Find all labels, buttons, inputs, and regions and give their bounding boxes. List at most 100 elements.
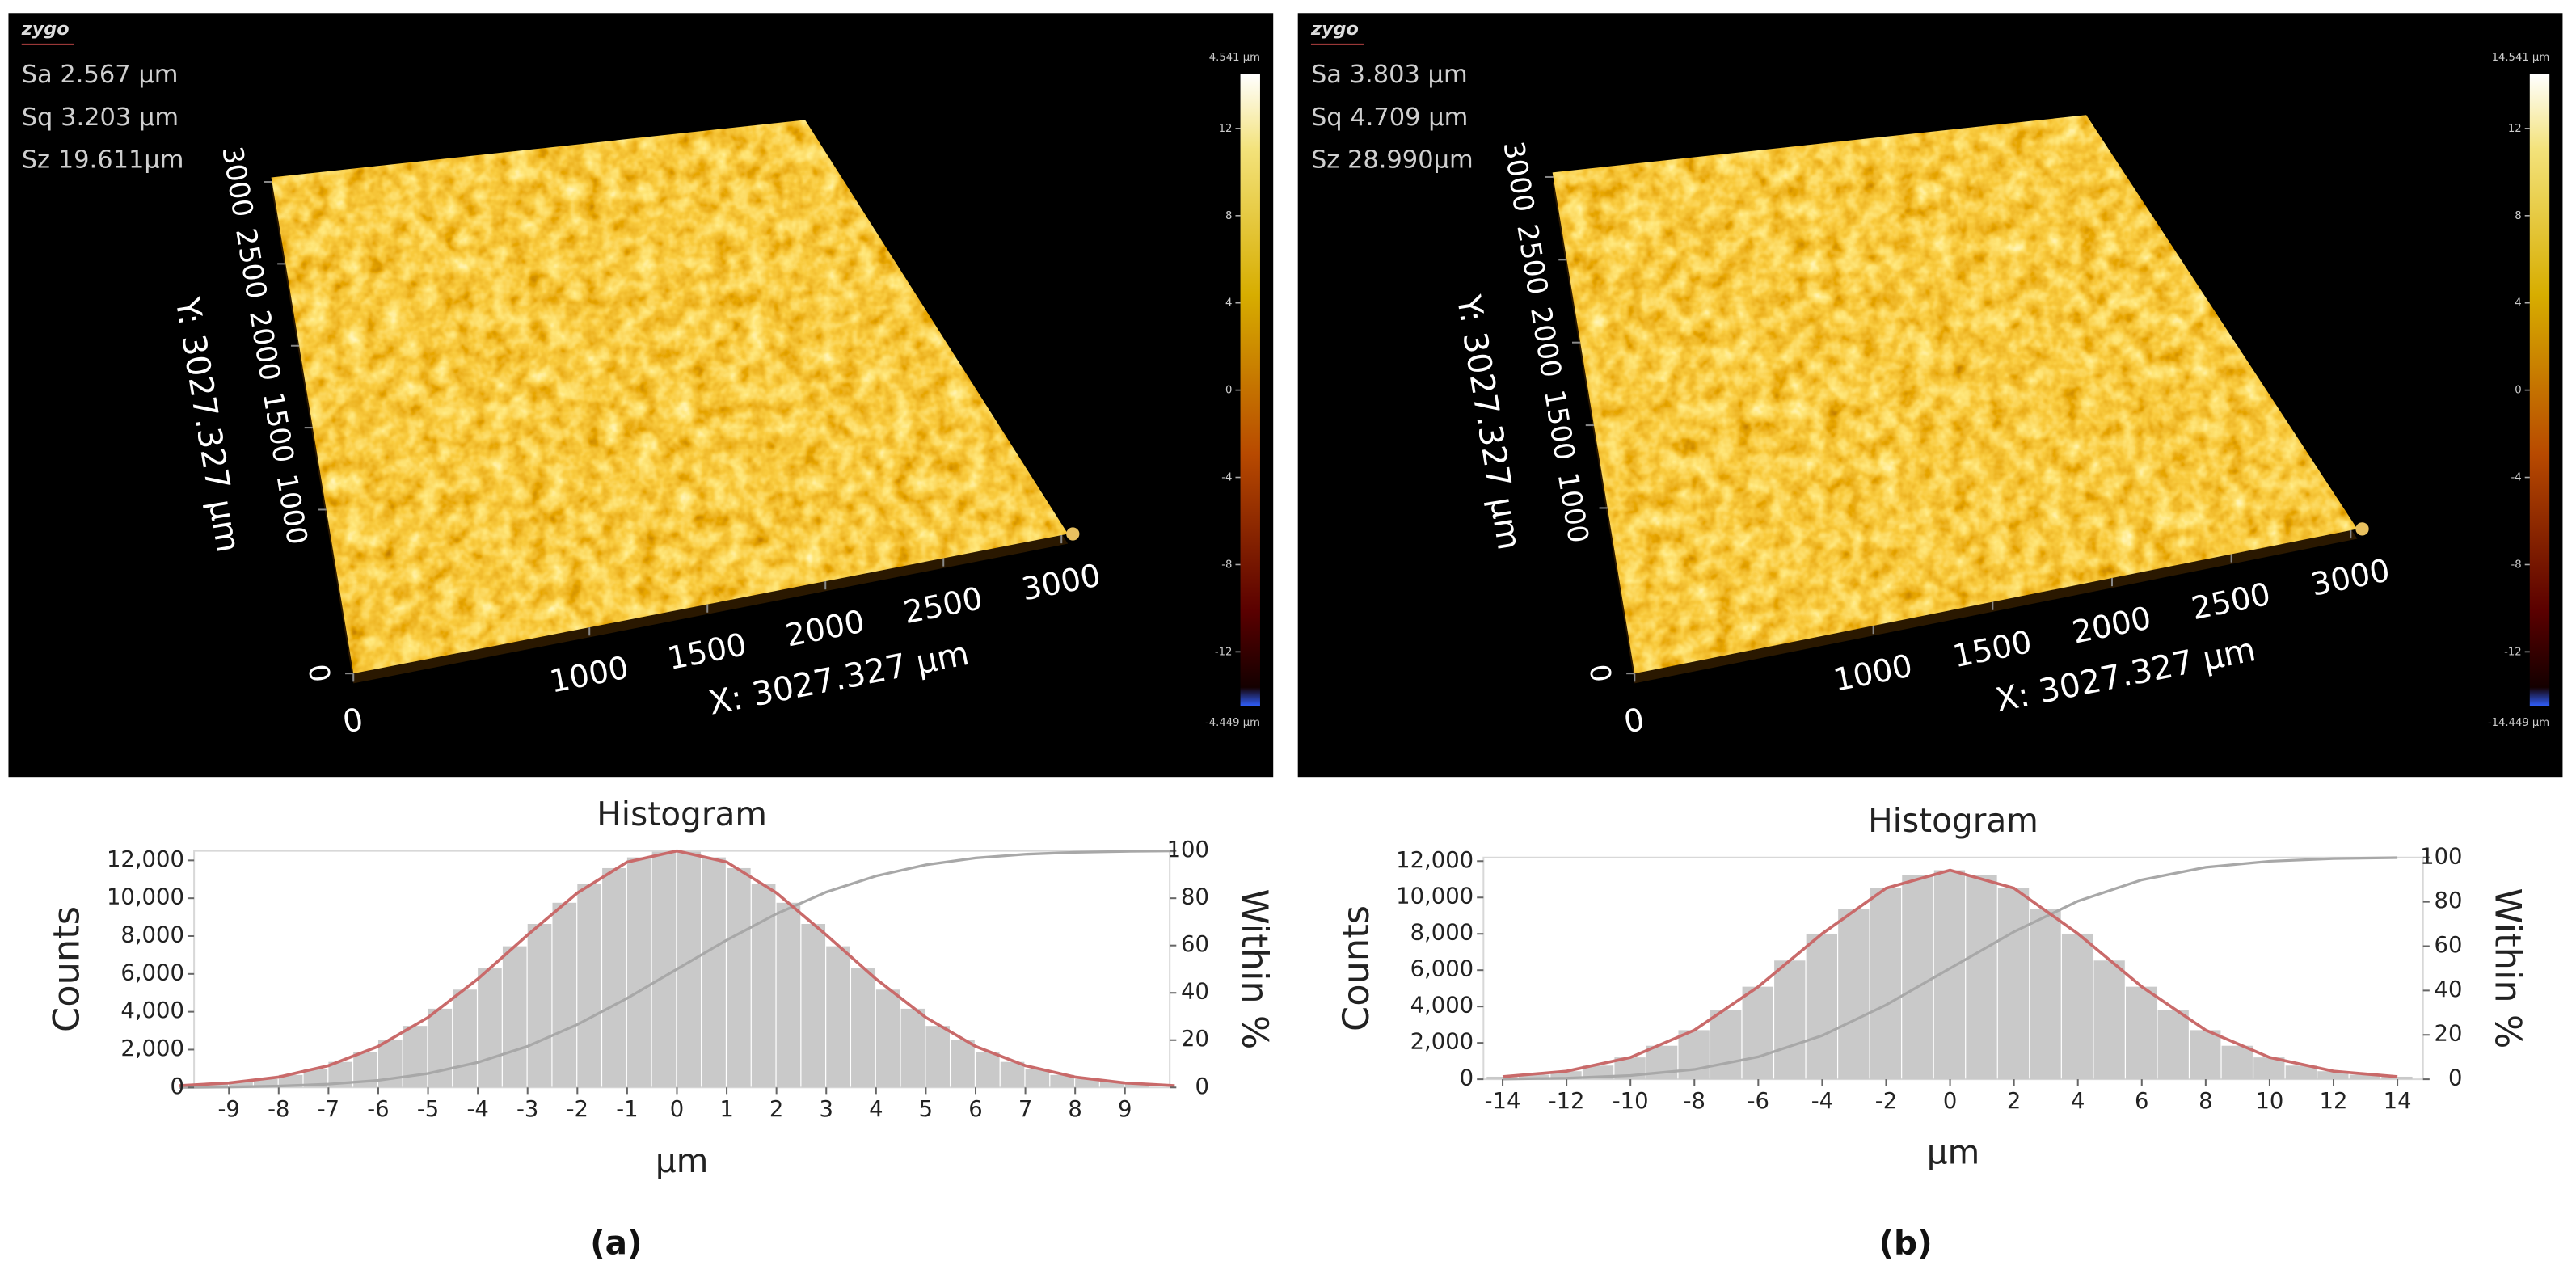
histogram-bar — [1075, 1078, 1099, 1088]
histogram-bar — [851, 968, 875, 1088]
cumulative-line — [1503, 856, 2398, 1081]
histogram-bar — [1050, 1074, 1074, 1088]
colorbar-tick-label: -8 — [2511, 559, 2521, 571]
colorbar-tick-label: 4 — [1225, 297, 1232, 310]
histogram-bar — [602, 867, 626, 1088]
colorbar-min-label: -4.449 µm — [1205, 717, 1260, 729]
x-tick-label: -8 — [1684, 1089, 1705, 1114]
roughness-stat: Sz 19.611µm — [22, 146, 184, 175]
histogram-bar — [502, 946, 527, 1088]
histogram-bar — [651, 851, 677, 1088]
y-tick-label: 4,000 — [1410, 993, 1474, 1019]
y-tick-label: 10,000 — [107, 885, 184, 910]
y-tick-label: 12,000 — [1396, 848, 1474, 873]
histogram-bar — [1486, 1076, 1518, 1080]
x-tick-label: -8 — [268, 1097, 289, 1122]
histogram-bar — [1902, 875, 1933, 1080]
colorbar-tick-label: 0 — [1225, 385, 1232, 397]
colorbar-max-label: 4.541 µm — [1209, 52, 1260, 64]
y2-tick-label: 20 — [2435, 1022, 2463, 1047]
y2-axis-label: Within % — [1233, 889, 1275, 1050]
x-tick-label: -14 — [1485, 1089, 1521, 1114]
x-tick-label: -4 — [466, 1097, 488, 1122]
x-tick-label: -5 — [417, 1097, 439, 1122]
histogram-bar — [229, 1082, 253, 1088]
x-tick-label: 5 — [919, 1097, 933, 1122]
x-tick-label: 3 — [820, 1097, 833, 1122]
x-tick-label: -4 — [1811, 1089, 1833, 1114]
histogram-bar — [677, 851, 702, 1088]
histogram-bar — [2221, 1045, 2253, 1080]
y-tick-label: 10,000 — [1396, 884, 1474, 909]
x-tick-label: -3 — [516, 1097, 538, 1122]
y2-tick-label: 60 — [2435, 933, 2463, 958]
colorbar-tick-label: -8 — [1221, 559, 1232, 571]
histogram-bar — [204, 1083, 228, 1088]
histogram-bar — [801, 924, 826, 1088]
histogram-bar — [702, 857, 726, 1088]
x-tick-label: 6 — [2135, 1089, 2148, 1114]
y2-tick-label: 80 — [1181, 885, 1209, 910]
y-tick-label: 0 — [170, 1074, 183, 1099]
histogram-bar — [1838, 909, 1870, 1080]
x-tick-label: 0 — [1943, 1089, 1957, 1114]
histogram-bar — [478, 968, 502, 1088]
x-tick-label: 7 — [1018, 1097, 1032, 1122]
histogram-title: Histogram — [1868, 801, 2038, 840]
histogram-bar — [776, 902, 801, 1088]
histogram-bar — [1124, 1083, 1149, 1088]
histogram-bar — [254, 1078, 278, 1088]
histogram-bar — [1518, 1074, 1550, 1080]
histogram-title: Histogram — [597, 795, 767, 833]
x-tick-label: -7 — [318, 1097, 339, 1122]
x-tick-label: -9 — [218, 1097, 240, 1122]
y-tick-label: 2,000 — [1410, 1030, 1474, 1055]
histogram-bar — [2285, 1065, 2317, 1080]
colorbar-tick-label: 12 — [1219, 123, 1233, 135]
histogram-bar — [552, 902, 577, 1088]
y-tick-label: 8,000 — [1410, 921, 1474, 946]
histogram-bar — [1870, 888, 1902, 1080]
histogram-bar — [1550, 1071, 1582, 1080]
colorbar-tick-label: 0 — [2515, 385, 2521, 397]
x-tick-label: 4 — [2071, 1089, 2085, 1114]
x-tick-label: -2 — [1875, 1089, 1897, 1114]
colorbar-tick-label: 8 — [1225, 210, 1232, 222]
y-axis-label: Counts — [1335, 905, 1377, 1031]
x-tick-label: -12 — [1549, 1089, 1585, 1114]
histogram-bar — [2317, 1071, 2349, 1080]
y2-tick-label: 40 — [1181, 980, 1209, 1005]
histogram-bar — [951, 1040, 975, 1088]
y-tick-label: 4,000 — [120, 998, 184, 1023]
histogram-bar — [2349, 1074, 2381, 1080]
roughness-stat: Sa 2.567 µm — [22, 61, 179, 89]
cumulative-line — [179, 850, 1175, 1089]
panel-label: (b) — [1878, 1223, 1932, 1262]
colorbar-max-label: 14.541 µm — [2492, 52, 2550, 64]
y2-tick-label: 0 — [1195, 1074, 1209, 1099]
histogram-bar — [453, 989, 477, 1088]
histogram-bar — [1025, 1069, 1050, 1088]
x-tick-label: 9 — [1118, 1097, 1132, 1122]
histogram-bar — [1099, 1082, 1124, 1088]
y-tick-label: 6,000 — [1410, 957, 1474, 982]
colorbar-tick-label: -12 — [2504, 646, 2522, 658]
histogram-bar — [1774, 960, 1806, 1080]
y2-tick-label: 100 — [1167, 837, 1209, 863]
x-tick-label: -10 — [1613, 1089, 1649, 1114]
y-tick-label: 12,000 — [107, 847, 184, 872]
histogram-bar — [403, 1026, 428, 1088]
logo: zygo — [1310, 19, 1359, 40]
histogram-bar — [751, 884, 776, 1088]
histogram-bar — [577, 884, 601, 1088]
histogram-bar — [2030, 909, 2061, 1080]
roughness-stat: Sz 28.990µm — [1311, 146, 1474, 175]
corner-marker — [2355, 522, 2369, 536]
x-axis-label: µm — [1927, 1133, 1979, 1172]
histogram-bar — [1997, 888, 2030, 1080]
roughness-stat: Sq 3.203 µm — [22, 103, 179, 132]
y2-tick-label: 20 — [1181, 1027, 1209, 1052]
roughness-stat: Sq 4.709 µm — [1311, 103, 1468, 132]
histogram-bar — [1742, 986, 1773, 1080]
